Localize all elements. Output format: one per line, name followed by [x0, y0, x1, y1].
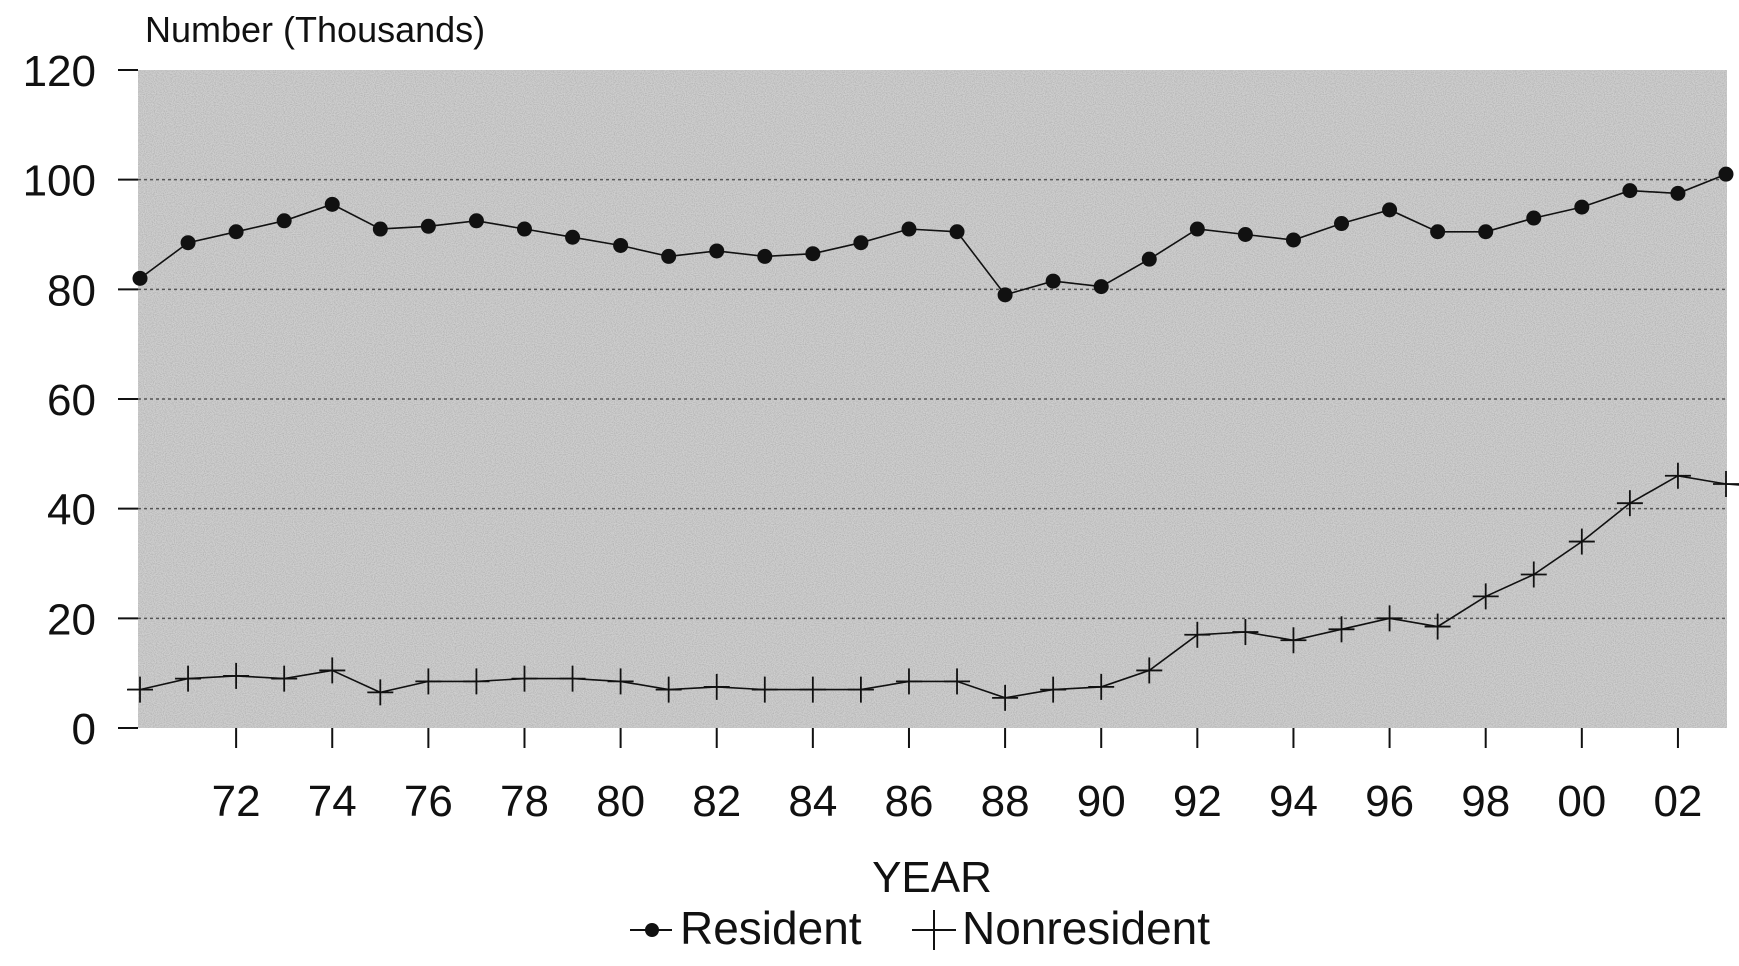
x-tick-label-98: 98 — [1461, 777, 1510, 826]
data-point-resident — [325, 197, 340, 212]
x-tick-label-90: 90 — [1077, 777, 1126, 826]
data-point-resident — [133, 271, 148, 286]
data-point-resident — [1478, 224, 1493, 239]
y-tick-label-40: 40 — [47, 486, 96, 535]
legend-label-resident: Resident — [680, 902, 862, 954]
x-tick-label-78: 78 — [500, 777, 549, 826]
data-point-resident — [517, 222, 532, 237]
y-axis: 0 20 40 60 80 100 120 — [23, 47, 138, 754]
x-tick-label-00: 00 — [1557, 777, 1606, 826]
data-point-resident — [1286, 232, 1301, 247]
y-tick-label-60: 60 — [47, 376, 96, 425]
data-point-resident — [1142, 252, 1157, 267]
data-point-resident — [277, 213, 292, 228]
data-point-resident — [613, 238, 628, 253]
x-tick-label-74: 74 — [308, 777, 357, 826]
legend: Resident Nonresident — [630, 902, 1210, 954]
data-point-resident — [805, 246, 820, 261]
data-point-resident — [1094, 279, 1109, 294]
data-point-resident — [709, 243, 724, 258]
data-point-resident — [853, 235, 868, 250]
data-point-resident — [1719, 167, 1734, 182]
x-tick-label-80: 80 — [596, 777, 645, 826]
x-tick-label-72: 72 — [212, 777, 261, 826]
data-point-resident — [1574, 200, 1589, 215]
x-tick-label-02: 02 — [1653, 777, 1702, 826]
data-point-resident — [565, 230, 580, 245]
data-point-resident — [1046, 274, 1061, 289]
y-tick-label-80: 80 — [47, 266, 96, 315]
y-tick-label-100: 100 — [23, 157, 96, 206]
data-point-resident — [1382, 202, 1397, 217]
x-tick-label-96: 96 — [1365, 777, 1414, 826]
y-tick-label-20: 20 — [47, 595, 96, 644]
data-point-resident — [661, 249, 676, 264]
x-tick-label-92: 92 — [1173, 777, 1222, 826]
x-tick-label-86: 86 — [884, 777, 933, 826]
x-axis-label: YEAR — [872, 853, 992, 902]
x-tick-label-76: 76 — [404, 777, 453, 826]
data-point-resident — [469, 213, 484, 228]
data-point-resident — [373, 222, 388, 237]
y-axis-label: Number (Thousands) — [145, 9, 485, 50]
data-point-resident — [901, 222, 916, 237]
data-point-resident — [1334, 216, 1349, 231]
x-tick-label-82: 82 — [692, 777, 741, 826]
x-tick-label-88: 88 — [981, 777, 1030, 826]
data-point-resident — [1526, 211, 1541, 226]
data-point-resident — [421, 219, 436, 234]
data-point-resident — [998, 287, 1013, 302]
legend-item-nonresident: Nonresident — [912, 902, 1210, 954]
data-point-resident — [229, 224, 244, 239]
legend-label-nonresident: Nonresident — [962, 902, 1210, 954]
y-tick-label-0: 0 — [72, 705, 96, 754]
data-point-resident — [1190, 222, 1205, 237]
data-point-resident — [1430, 224, 1445, 239]
data-point-resident — [1622, 183, 1637, 198]
data-point-resident — [950, 224, 965, 239]
data-point-resident — [1238, 227, 1253, 242]
y-tick-label-120: 120 — [23, 47, 96, 96]
data-point-resident — [1670, 186, 1685, 201]
x-tick-label-94: 94 — [1269, 777, 1318, 826]
data-point-resident — [757, 249, 772, 264]
x-tick-label-84: 84 — [788, 777, 837, 826]
legend-item-resident: Resident — [630, 902, 862, 954]
x-axis: 72 74 76 78 80 82 84 86 88 90 92 94 96 98 00 02 — [212, 728, 1703, 826]
data-point-resident — [181, 235, 196, 250]
